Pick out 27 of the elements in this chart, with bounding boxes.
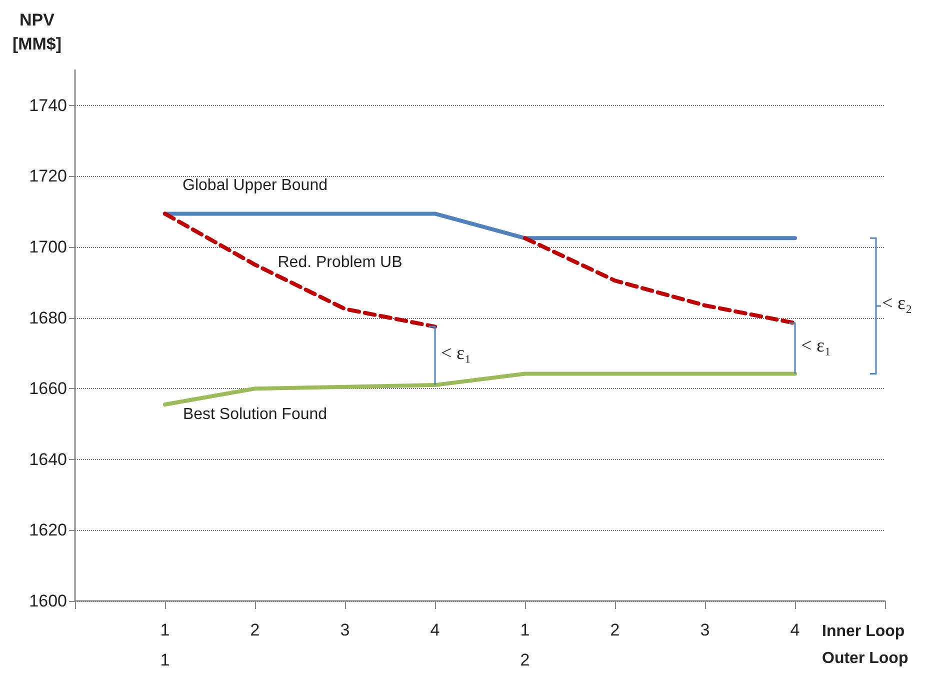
x-tick-label: 3 bbox=[700, 620, 710, 640]
y-axis-title: NPV [MM$] bbox=[12, 10, 62, 54]
line-series bbox=[163, 212, 437, 329]
annotation: < ε₂ bbox=[882, 292, 912, 314]
y-tick-label: 1660 bbox=[29, 379, 67, 398]
annotation: < ε₁ bbox=[801, 335, 832, 356]
x-tick-label: 2 bbox=[250, 620, 260, 640]
annotation: < ε₁ bbox=[441, 342, 472, 364]
x-axis-title: Inner Loop Outer Loop bbox=[822, 623, 908, 667]
y-tick-label: 1680 bbox=[29, 308, 67, 328]
x-tick-label: 1 1 bbox=[160, 620, 170, 670]
y-tick-label: 1700 bbox=[29, 238, 67, 256]
y-tick-label: 1720 bbox=[29, 166, 67, 186]
x-tick-label: 2 bbox=[610, 620, 620, 640]
y-tick-label: 1620 bbox=[29, 520, 67, 540]
x-tick-label: 4 bbox=[430, 620, 440, 640]
line-series bbox=[163, 372, 797, 407]
x-tick-label: 3 bbox=[340, 620, 350, 640]
series-label: Red. Problem UB bbox=[278, 254, 402, 272]
series-label: Best Solution Found bbox=[182, 406, 328, 424]
x-tick-label: 4 bbox=[790, 620, 800, 640]
line-series bbox=[523, 236, 797, 326]
y-tick-label: 1640 bbox=[29, 450, 67, 469]
y-tick-label: 1740 bbox=[29, 96, 67, 115]
series-label: Global Upper Bound bbox=[182, 177, 328, 194]
y-tick-label: 1600 bbox=[29, 592, 67, 610]
x-tick-label: 1 2 bbox=[520, 620, 530, 670]
